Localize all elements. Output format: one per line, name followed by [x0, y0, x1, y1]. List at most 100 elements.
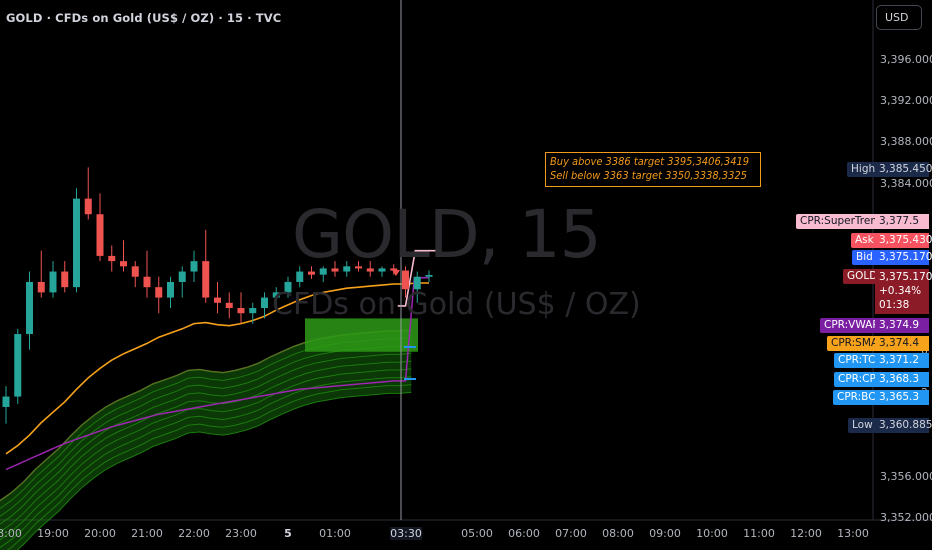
tc-tag-name: CPR:TC	[834, 353, 880, 368]
candle	[167, 276, 174, 308]
price-label: 3,384.000	[880, 177, 932, 190]
high-tag-name: High	[847, 162, 880, 177]
candle	[2, 386, 10, 424]
candle	[61, 261, 69, 293]
time-label: 22:00	[178, 527, 210, 540]
candle-body	[319, 268, 327, 275]
candle	[73, 188, 80, 293]
high-tag-value: 3,385.450	[875, 162, 932, 177]
candle	[14, 328, 22, 404]
cpr-band-line	[0, 352, 412, 525]
candle-body	[37, 281, 45, 293]
candle	[96, 193, 104, 262]
candle-body	[308, 271, 315, 275]
bid-tag-name: Bid	[852, 250, 877, 265]
note-sell-line: Sell below 3363 target 3350,3338,3325	[550, 169, 747, 182]
candle-body	[73, 198, 80, 288]
cpr-band-line	[6, 384, 412, 550]
candle-body	[131, 266, 139, 277]
time-label: 08:00	[602, 527, 634, 540]
candle	[120, 240, 127, 272]
candle	[413, 271, 421, 303]
time-label: 21:00	[131, 527, 163, 540]
time-label: 07:00	[555, 527, 587, 540]
candle-body	[96, 214, 104, 256]
note-buy-line: Buy above 3386 target 3395,3406,3419	[550, 155, 750, 168]
time-label: 20:00	[84, 527, 116, 540]
candle-body	[425, 274, 433, 277]
candle-body	[84, 198, 92, 215]
cpr-cloud-fill	[0, 329, 412, 550]
candle	[402, 266, 409, 298]
candle	[131, 261, 139, 288]
candle	[366, 261, 374, 277]
candle-body	[225, 302, 233, 308]
supertrend-tag-name: CPR:SuperTrend	[796, 214, 888, 229]
candle-body	[143, 276, 151, 288]
ask-tag-value: 3,375.430	[875, 233, 932, 248]
gold-price: 3,375.170	[879, 271, 932, 283]
supertrend-line	[397, 249, 437, 307]
candle	[390, 264, 398, 275]
watermark-description: CFDs on Gold (US$ / OZ)	[272, 287, 641, 322]
candle	[425, 270, 433, 282]
candle-body	[155, 287, 163, 298]
bc-tag-value: 3,365.3	[875, 390, 929, 405]
cpr-band-line	[0, 368, 412, 541]
price-label: 3,388.000	[880, 135, 932, 148]
low-tag-value: 3,360.885	[875, 418, 932, 433]
candle-body	[261, 297, 268, 308]
candle-body	[249, 308, 257, 314]
gold-price-box: 3,375.170 +0.34% 01:38	[875, 269, 932, 314]
candle-body	[2, 396, 10, 407]
time-label: 06:00	[508, 527, 540, 540]
vwap-tag-name: CPR:VWAP	[820, 318, 883, 333]
price-label: 3,396.000	[880, 53, 932, 66]
candlesticks	[2, 167, 433, 424]
candle-body	[108, 255, 116, 262]
cpr-cloud	[0, 318, 418, 550]
price-label: 3,352.000	[880, 511, 932, 524]
time-label: 18:00	[0, 527, 22, 540]
candle-body	[355, 266, 362, 269]
watermark-symbol: GOLD, 15	[292, 196, 602, 273]
time-label: 12:00	[790, 527, 822, 540]
candle-body	[413, 276, 421, 290]
ask-tag-name: Ask	[851, 233, 878, 248]
candle	[355, 261, 362, 272]
candle-body	[272, 292, 280, 298]
time-label: 01:00	[319, 527, 351, 540]
candle	[296, 266, 304, 288]
candle-body	[190, 261, 198, 272]
candle-body	[237, 308, 245, 314]
candle-body	[49, 271, 57, 293]
currency-button[interactable]: USD	[876, 5, 922, 30]
cpr-sma-line	[5, 282, 429, 455]
low-tag-name: Low	[848, 418, 877, 433]
candle	[331, 261, 339, 277]
cpr-band-line	[16, 391, 412, 550]
candle	[214, 281, 221, 314]
candle	[261, 292, 268, 319]
chart-title: GOLD · CFDs on Gold (US$ / OZ) · 15 · TV…	[6, 11, 282, 25]
candle	[49, 261, 57, 298]
tc-tag-value: 3,371.2	[875, 353, 929, 368]
candle-body	[202, 261, 210, 298]
candle	[319, 266, 327, 282]
candle	[84, 167, 92, 220]
candle-body	[167, 281, 174, 298]
cpr-vwap-line	[5, 277, 429, 471]
candle	[26, 271, 33, 350]
sma-tag-value: 3,374.4	[875, 336, 929, 351]
candle	[190, 250, 198, 282]
candle	[237, 292, 245, 324]
cp-tag-name: CPR:CP	[834, 372, 880, 387]
candle-body	[178, 271, 186, 282]
crosshair-time-label: 03:30	[390, 527, 422, 540]
trade-note[interactable]: Buy above 3386 target 3395,3406,3419 Sel…	[545, 152, 761, 187]
candle	[225, 292, 233, 319]
chart-annotations	[392, 0, 416, 520]
time-label: 09:00	[649, 527, 681, 540]
candle-body	[343, 266, 351, 272]
